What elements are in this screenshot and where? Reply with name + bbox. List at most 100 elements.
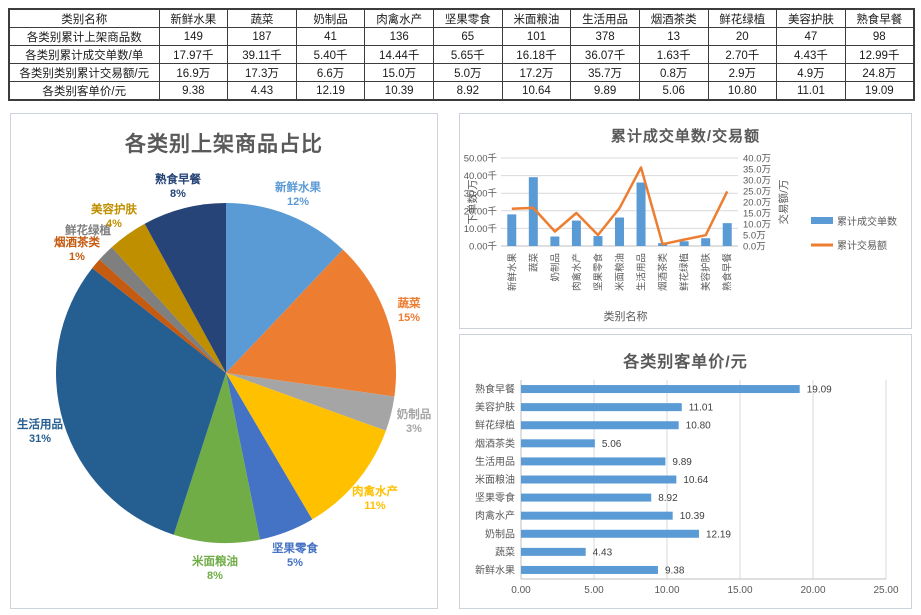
- barh-bar[interactable]: [521, 529, 699, 538]
- pie-slice[interactable]: [111, 223, 226, 373]
- table-cell[interactable]: 15.0万: [364, 63, 434, 82]
- table-cell[interactable]: 17.3万: [227, 63, 297, 82]
- barh-bar[interactable]: [521, 511, 673, 520]
- table-cell[interactable]: 41: [295, 27, 366, 46]
- pie-slice[interactable]: [226, 373, 395, 431]
- table-cell[interactable]: 10.39: [364, 81, 434, 101]
- table-cell[interactable]: 19.09: [844, 81, 915, 101]
- pie-chart-panel[interactable]: 各类别上架商品占比 新鲜水果 12% 蔬菜 15% 奶制品 3% 肉禽水产 11% 坚果零食 5%…: [10, 113, 438, 609]
- table-cell[interactable]: 378: [570, 27, 640, 46]
- table-cell[interactable]: 12.19: [295, 81, 366, 101]
- table-cell[interactable]: 各类别客单价/元: [8, 81, 160, 101]
- combo-bar[interactable]: [528, 177, 538, 246]
- combo-bar[interactable]: [636, 182, 646, 246]
- combo-chart[interactable]: 0.00千 10.00千 20.00千 30.00千 40.00千 50.00千 0.0万5…: [460, 114, 911, 328]
- barh-bar[interactable]: [521, 493, 652, 502]
- table-cell[interactable]: 2.9万: [707, 63, 778, 82]
- combo-bar[interactable]: [571, 220, 581, 246]
- table-cell[interactable]: 98: [844, 27, 915, 46]
- table-cell[interactable]: 4.43: [227, 81, 297, 101]
- pie-slice[interactable]: [226, 373, 313, 540]
- table-cell[interactable]: 各类别累计成交单数/单: [8, 45, 160, 64]
- combo-line[interactable]: [511, 166, 729, 246]
- table-cell[interactable]: 熟食早餐: [844, 8, 915, 28]
- table-cell[interactable]: 5.65千: [433, 45, 503, 64]
- table-cell[interactable]: 10.80: [707, 81, 778, 101]
- table-cell[interactable]: 24.8万: [844, 63, 915, 82]
- table-cell[interactable]: 149: [158, 27, 229, 46]
- legend-item-label[interactable]: 累计交易额: [837, 239, 887, 252]
- barh-chart-panel[interactable]: 各类别客单价/元 0.00 5.00 10.00 15.00 20.00 25.00 熟食早…: [459, 334, 912, 609]
- table-cell[interactable]: 65: [433, 27, 503, 46]
- barh-bar[interactable]: [521, 403, 682, 412]
- table-cell[interactable]: 5.40千: [295, 45, 366, 64]
- table-cell[interactable]: 米面粮油: [501, 8, 572, 28]
- pie-slice[interactable]: [173, 373, 260, 543]
- combo-chart-panel[interactable]: 累计成交单数/交易额 0.00千 10.00千 20.00千 30.00千 40.00千…: [459, 113, 912, 329]
- table-cell[interactable]: 9.89: [570, 81, 640, 101]
- table-cell[interactable]: 4.43千: [776, 45, 846, 64]
- table-cell[interactable]: 11.01: [776, 81, 846, 101]
- table-cell[interactable]: 9.38: [158, 81, 229, 101]
- combo-bar[interactable]: [722, 223, 732, 246]
- combo-bar[interactable]: [701, 238, 711, 246]
- table-cell[interactable]: 6.6万: [295, 63, 366, 82]
- table-cell[interactable]: 5.0万: [433, 63, 503, 82]
- table-cell[interactable]: 肉禽水产: [364, 8, 434, 28]
- combo-bar[interactable]: [615, 217, 624, 246]
- barh-bar[interactable]: [521, 475, 677, 484]
- table-cell[interactable]: 16.9万: [158, 63, 229, 82]
- table-cell[interactable]: 13: [638, 27, 709, 46]
- pie-slice[interactable]: [226, 249, 397, 397]
- table-cell[interactable]: 4.9万: [776, 63, 846, 82]
- table-cell[interactable]: 奶制品: [295, 8, 366, 28]
- table-cell[interactable]: 101: [501, 27, 572, 46]
- table-cell[interactable]: 美容护肤: [776, 8, 846, 28]
- combo-bar[interactable]: [679, 241, 689, 246]
- table-cell[interactable]: 16.18千: [501, 45, 572, 64]
- table-cell[interactable]: 类别名称: [8, 8, 160, 28]
- pie-slice[interactable]: [56, 268, 226, 535]
- table-cell[interactable]: 坚果零食: [433, 8, 503, 28]
- pie-slice[interactable]: [92, 259, 226, 374]
- pie-slice[interactable]: [144, 203, 226, 373]
- table-cell[interactable]: 14.44千: [364, 45, 434, 64]
- table-cell[interactable]: 187: [227, 27, 297, 46]
- table-cell[interactable]: 35.7万: [570, 63, 640, 82]
- pie-slice[interactable]: [226, 373, 386, 520]
- table-cell[interactable]: 2.70千: [707, 45, 778, 64]
- barh-bar[interactable]: [521, 385, 800, 394]
- table-cell[interactable]: 0.8万: [638, 63, 709, 82]
- table-cell[interactable]: 36.07千: [570, 45, 640, 64]
- table-cell[interactable]: 20: [707, 27, 778, 46]
- legend-item-label[interactable]: 累计成交单数: [837, 215, 897, 228]
- table-cell[interactable]: 8.92: [433, 81, 503, 101]
- table-cell[interactable]: 12.99千: [844, 45, 915, 64]
- pie-slice[interactable]: [99, 247, 227, 373]
- table-cell[interactable]: 烟酒茶类: [638, 8, 709, 28]
- pie-slice[interactable]: [226, 203, 343, 373]
- barh-bar[interactable]: [521, 421, 679, 430]
- barh-chart[interactable]: 0.00 5.00 10.00 15.00 20.00 25.00 熟食早餐 19.09 美容护…: [460, 335, 911, 608]
- table-cell[interactable]: 39.11千: [227, 45, 297, 64]
- combo-bar[interactable]: [593, 236, 603, 246]
- barh-bar[interactable]: [521, 439, 595, 448]
- table-cell[interactable]: 136: [364, 27, 434, 46]
- table-cell[interactable]: 17.2万: [501, 63, 572, 82]
- barh-bar[interactable]: [521, 547, 586, 556]
- table-cell[interactable]: 47: [776, 27, 846, 46]
- barh-bar[interactable]: [521, 565, 658, 574]
- table-cell[interactable]: 5.06: [638, 81, 709, 101]
- table-cell[interactable]: 10.64: [501, 81, 572, 101]
- table-cell[interactable]: 各类别累计上架商品数: [8, 27, 160, 46]
- combo-bar[interactable]: [550, 236, 560, 246]
- table-cell[interactable]: 17.97千: [158, 45, 229, 64]
- table-cell[interactable]: 生活用品: [570, 8, 640, 28]
- table-cell[interactable]: 各类别类别累计交易额/元: [8, 63, 160, 82]
- table-cell[interactable]: 1.63千: [638, 45, 709, 64]
- table-cell[interactable]: 蔬菜: [227, 8, 297, 28]
- pie-chart[interactable]: 新鲜水果 12% 蔬菜 15% 奶制品 3% 肉禽水产 11% 坚果零食 5% 米面粮油 8% 生活用品…: [11, 114, 437, 608]
- combo-bar[interactable]: [507, 214, 517, 246]
- table-cell[interactable]: 鲜花绿植: [707, 8, 778, 28]
- barh-bar[interactable]: [521, 457, 666, 466]
